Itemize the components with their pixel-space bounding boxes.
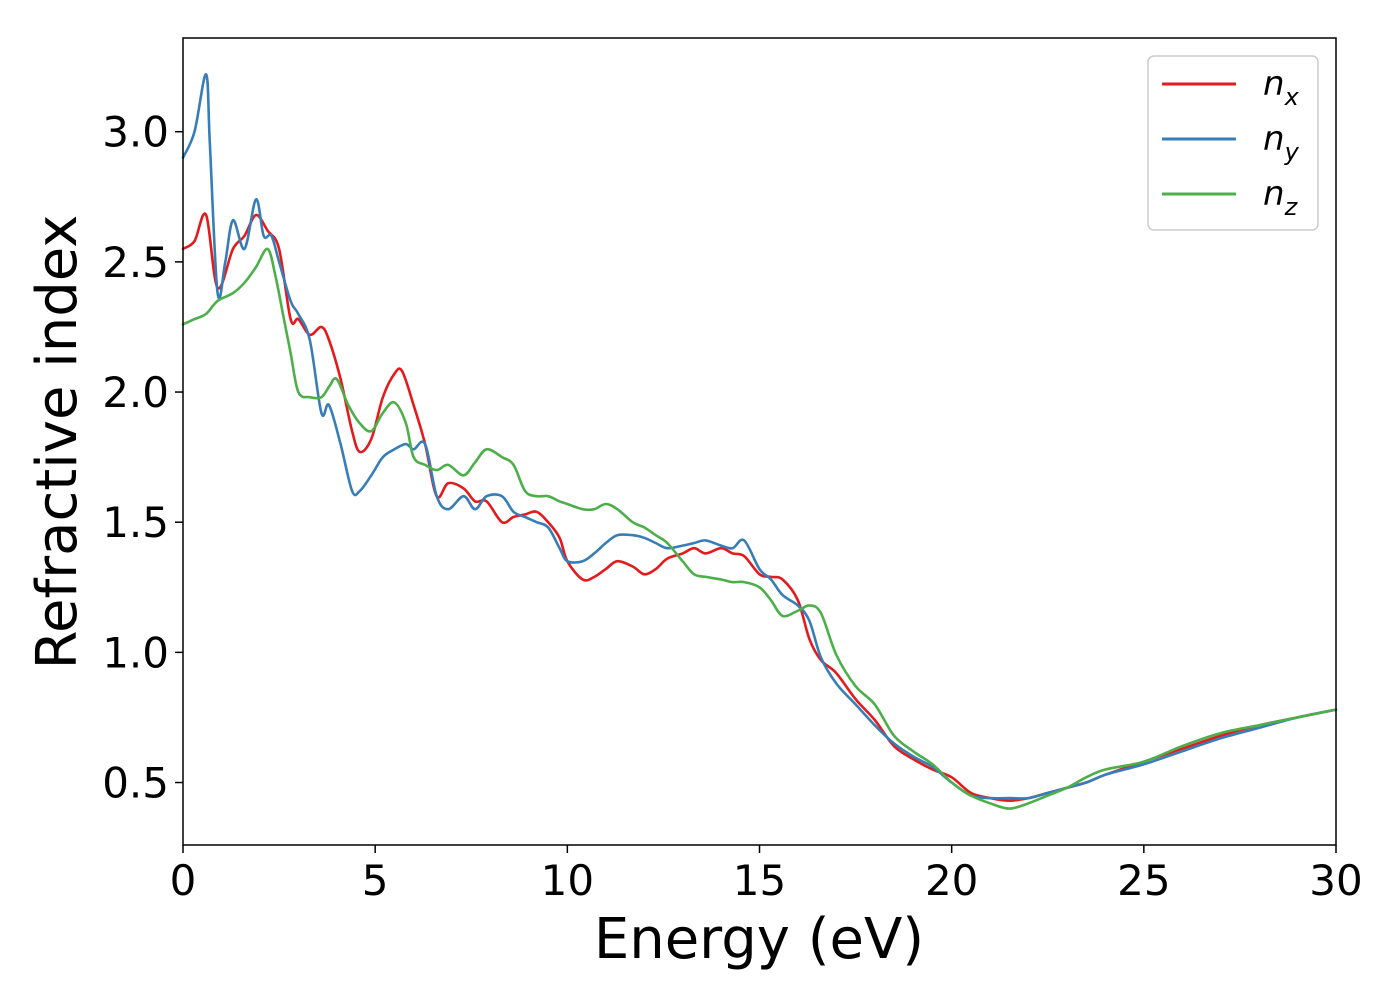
series-line-z [181,247,1338,810]
y-axis-ticks: 0.5 1.0 1.5 2.0 2.5 3.0 [102,108,183,808]
x-tick-label: 0 [170,856,197,905]
x-axis-title: Energy (eV) [594,907,924,972]
x-tick-label: 10 [541,856,594,905]
x-tick-label: 30 [1309,856,1362,905]
plot-area-frame [182,37,1337,846]
legend: nx ny nz [1147,55,1319,231]
y-tick-label: 2.0 [102,368,169,417]
legend-box [1147,55,1319,231]
x-tick-label: 25 [1117,856,1170,905]
y-tick-label: 1.5 [102,498,169,547]
x-tick-label: 20 [925,856,978,905]
x-tick-label: 5 [362,856,389,905]
y-tick-label: 0.5 [102,759,169,808]
x-tick-label: 15 [733,856,786,905]
y-tick-label: 3.0 [102,108,169,157]
series-lines [181,73,1338,810]
series-line-x [181,212,1338,802]
x-axis-ticks: 0 5 10 15 20 25 30 [170,845,1363,905]
y-axis-title: Refractive index [25,215,90,670]
y-tick-label: 1.0 [102,628,169,677]
legend-label-z: nz [1263,174,1299,221]
y-tick-label: 2.5 [102,238,169,287]
legend-label-x: nx [1263,64,1300,111]
legend-label-y: ny [1263,119,1300,166]
